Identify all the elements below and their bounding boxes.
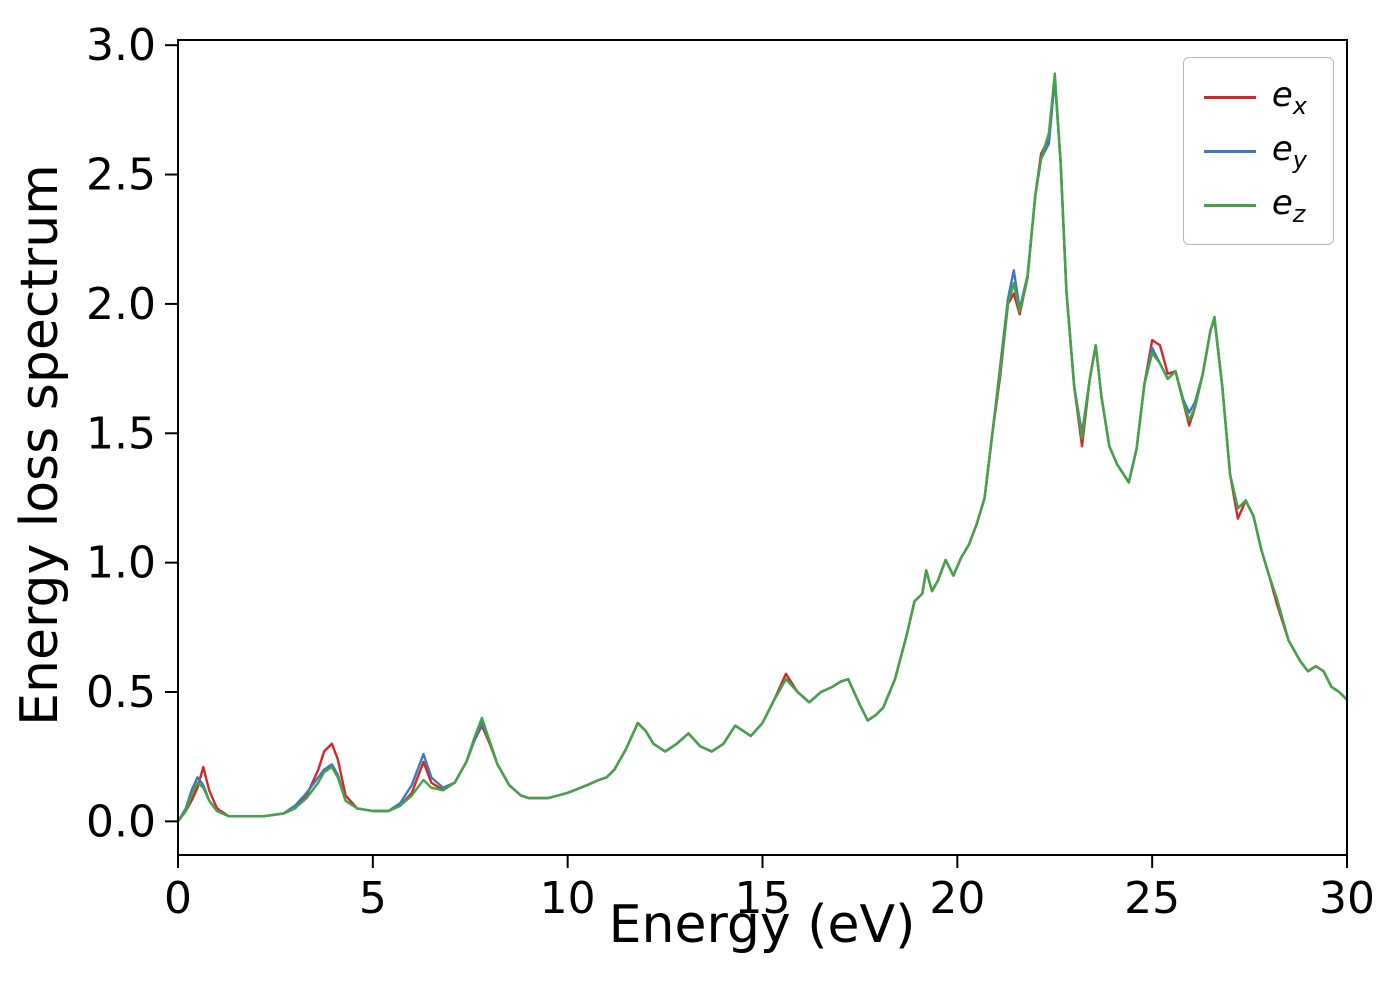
x-tick-label: 0 [164, 873, 192, 924]
x-axis-title: Energy (eV) [608, 895, 916, 955]
x-tick-label: 30 [1319, 873, 1375, 924]
x-tick-label: 15 [735, 873, 791, 924]
x-tick-label: 20 [929, 873, 985, 924]
axes-background [178, 40, 1347, 855]
series-line-e_z [178, 72, 1347, 823]
legend: ex ey ez [1182, 57, 1334, 245]
legend-label-ex: ex [1271, 74, 1307, 120]
x-tick-label: 5 [359, 873, 387, 924]
y-tick-label: 1.5 [86, 408, 156, 459]
legend-item-ey: ey [1203, 124, 1307, 178]
axes-spines [177, 39, 1348, 856]
y-tick-label: 0.0 [86, 796, 156, 847]
x-tick-label: 10 [540, 873, 596, 924]
y-tick-label: 0.5 [86, 667, 156, 718]
y-axis-title: Energy loss spectrum [10, 164, 70, 726]
legend-label-ey: ey [1271, 128, 1307, 174]
legend-label-ez: ez [1271, 182, 1306, 228]
legend-line-ez [1203, 203, 1256, 207]
y-tick-label: 2.0 [86, 279, 156, 330]
legend-line-ey [1203, 149, 1256, 153]
legend-item-ex: ex [1203, 70, 1307, 124]
x-tick-label: 25 [1124, 873, 1180, 924]
y-tick-label: 1.0 [86, 538, 156, 589]
y-tick-label: 3.0 [86, 20, 156, 71]
legend-item-ez: ez [1203, 178, 1307, 232]
legend-line-ex [1203, 95, 1256, 99]
y-tick-label: 2.5 [86, 150, 156, 201]
